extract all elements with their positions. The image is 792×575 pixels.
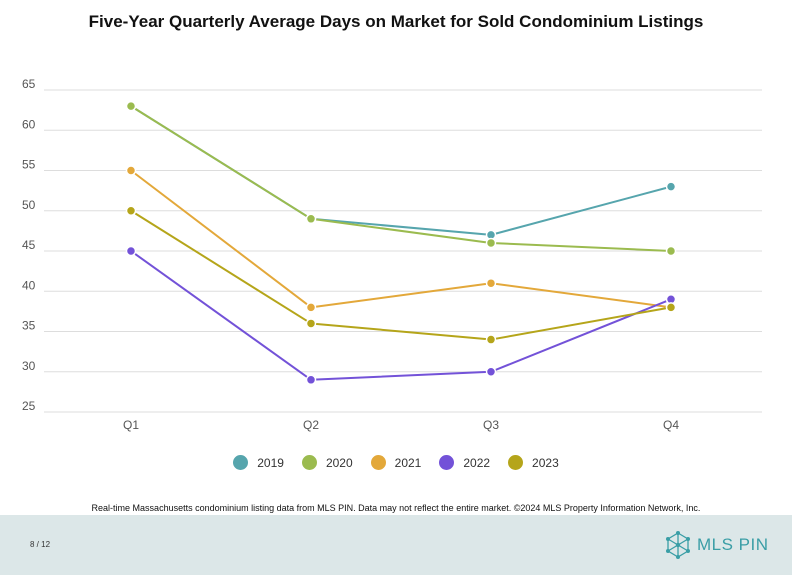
- data-point-2020-Q1: [125, 100, 137, 112]
- y-tick-label: 30: [22, 359, 36, 373]
- x-tick-label: Q3: [483, 418, 499, 432]
- data-point-2023-Q2: [305, 318, 317, 329]
- y-tick-label: 40: [22, 278, 36, 292]
- series-line-2023: [130, 209, 672, 341]
- legend-item-2021: 2021: [370, 455, 422, 470]
- data-point-2022-Q1: [125, 245, 137, 257]
- y-tick-label: 35: [22, 319, 36, 333]
- legend-item-2023: 2023: [508, 455, 559, 470]
- data-point-2023-Q1: [125, 205, 137, 216]
- page-footer: 8 / 12 MLS PIN: [0, 515, 792, 575]
- legend-label: 2021: [394, 455, 422, 470]
- y-tick-label: 65: [22, 77, 36, 91]
- legend-marker: [301, 455, 317, 470]
- x-tick-label: Q1: [123, 418, 139, 432]
- legend-marker: [439, 455, 455, 470]
- legend-label: 2020: [325, 455, 353, 470]
- legend-marker: [370, 455, 386, 470]
- y-tick-label: 25: [22, 399, 36, 413]
- data-point-2020-Q2: [305, 213, 317, 225]
- series-line-2022: [130, 250, 672, 381]
- mls-pin-logo: MLS PIN: [664, 531, 769, 559]
- data-point-2023-Q3: [485, 334, 497, 345]
- mls-pin-logo-text: MLS PIN: [697, 535, 769, 554]
- legend-marker: [508, 455, 524, 470]
- data-point-2020-Q3: [485, 237, 497, 249]
- legend-label: 2022: [463, 455, 491, 470]
- series-line-2021: [130, 169, 672, 309]
- data-point-2022-Q3: [485, 366, 497, 377]
- data-source-footnote: Real-time Massachusetts condominium list…: [91, 503, 701, 513]
- legend-marker: [233, 455, 249, 470]
- mls-pin-logo-icon: [666, 531, 690, 559]
- data-point-2021-Q2: [305, 302, 317, 313]
- line-chart: 25 30 35 40 45 50 55 60 65 Q1 Q2 Q3 Q4: [22, 77, 762, 432]
- page-number: 8 / 12: [30, 540, 51, 549]
- x-tick-label: Q2: [303, 418, 319, 432]
- data-point-2022-Q2: [305, 374, 317, 386]
- legend-item-2022: 2022: [439, 455, 490, 470]
- data-point-2020-Q4: [665, 245, 677, 257]
- y-tick-label: 50: [22, 198, 36, 212]
- legend-item-2019: 2019: [233, 455, 284, 470]
- data-point-2019-Q4: [665, 181, 677, 192]
- legend-label: 2023: [532, 455, 559, 470]
- y-tick-label: 55: [22, 158, 36, 172]
- data-point-2021-Q3: [485, 277, 497, 289]
- chart-legend: 2019 2020 2021 2022 2023: [0, 455, 792, 470]
- legend-item-2020: 2020: [301, 455, 353, 470]
- y-tick-label: 45: [22, 238, 36, 252]
- y-tick-label: 60: [22, 117, 36, 131]
- legend-label: 2019: [257, 455, 284, 470]
- data-point-2023-Q4: [665, 302, 677, 313]
- data-point-2021-Q1: [125, 165, 137, 176]
- chart-title: Five-Year Quarterly Average Days on Mark…: [88, 12, 704, 31]
- series-line-2020: [130, 105, 672, 252]
- x-tick-label: Q4: [663, 418, 679, 432]
